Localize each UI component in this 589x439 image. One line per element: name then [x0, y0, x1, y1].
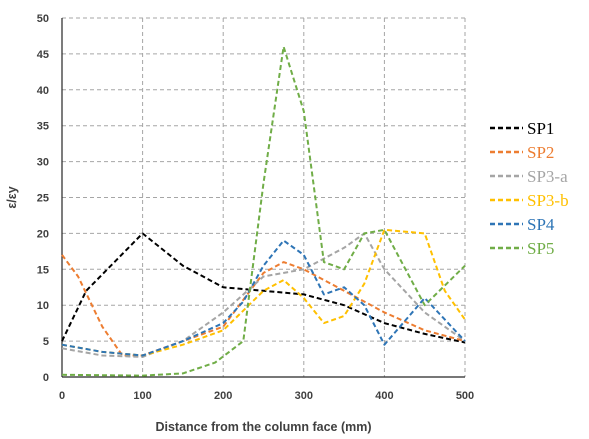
y-tick-label: 30 — [37, 157, 49, 169]
series-line-sp3-a — [61, 232, 466, 358]
legend-item-sp3-a: SP3-a — [490, 167, 568, 186]
x-tick-label: 100 — [133, 390, 151, 402]
legend-label: SP2 — [527, 143, 554, 162]
series-line-sp1 — [61, 232, 466, 344]
x-tick-label: 500 — [456, 390, 474, 402]
y-tick-label: 40 — [37, 85, 49, 97]
x-tick-label: 200 — [214, 390, 232, 402]
series-line-sp4 — [61, 239, 466, 357]
x-tick-label: 400 — [375, 390, 393, 402]
legend-item-sp5: SP5 — [490, 239, 554, 258]
legend-label: SP1 — [527, 119, 554, 138]
series-line-sp3-b — [61, 228, 466, 357]
y-tick-label: 45 — [37, 49, 49, 61]
y-tick-label: 0 — [43, 372, 49, 384]
series-lines — [61, 45, 466, 377]
legend-item-sp2: SP2 — [490, 143, 554, 162]
x-axis-title: Distance from the column face (mm) — [155, 420, 371, 434]
legend: SP1 SP2 SP3-a SP3-b SP4 SP5 — [490, 119, 569, 258]
x-tick-label: 0 — [59, 390, 65, 402]
x-tick-label: 300 — [295, 390, 313, 402]
y-tick-label: 10 — [37, 300, 49, 312]
tick-labels: 0 100 200 300 400 500 0 5 10 15 20 25 30 35 40 45 50 — [37, 13, 474, 402]
y-tick-label: 20 — [37, 228, 49, 240]
gridlines — [62, 17, 466, 377]
series-line-sp2 — [61, 254, 466, 357]
legend-item-sp1: SP1 — [490, 119, 554, 138]
series-line-sp5 — [61, 45, 466, 377]
y-tick-label: 5 — [43, 336, 49, 348]
legend-label: SP3-a — [527, 167, 568, 186]
y-tick-label: 15 — [37, 264, 49, 276]
y-tick-label: 25 — [37, 193, 49, 205]
legend-label: SP4 — [527, 215, 555, 234]
legend-label: SP3-b — [527, 191, 569, 210]
y-axis-title: ε/εy — [5, 186, 19, 208]
axes — [61, 18, 465, 378]
y-tick-label: 35 — [37, 121, 49, 133]
legend-label: SP5 — [527, 239, 554, 258]
legend-item-sp4: SP4 — [490, 215, 555, 234]
legend-item-sp3-b: SP3-b — [490, 191, 569, 210]
y-tick-label: 50 — [37, 13, 49, 25]
